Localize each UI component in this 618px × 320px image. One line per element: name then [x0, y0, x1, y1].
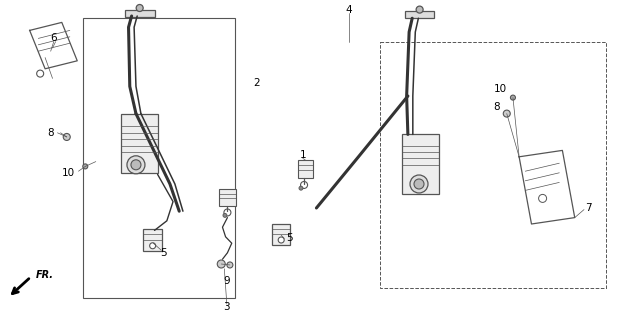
Text: 8: 8: [494, 102, 500, 112]
Bar: [121, 114, 158, 173]
Bar: [298, 160, 313, 178]
Bar: [405, 11, 434, 18]
Circle shape: [410, 175, 428, 193]
Circle shape: [300, 181, 308, 188]
Circle shape: [299, 186, 303, 190]
Text: 5: 5: [286, 233, 292, 244]
Circle shape: [414, 179, 424, 189]
Bar: [143, 229, 162, 251]
Circle shape: [416, 6, 423, 13]
Bar: [402, 134, 439, 194]
Circle shape: [63, 133, 70, 140]
Circle shape: [83, 164, 88, 169]
Circle shape: [36, 70, 44, 77]
Bar: [125, 10, 154, 17]
Text: 2: 2: [253, 78, 260, 88]
Text: 3: 3: [224, 302, 230, 312]
Circle shape: [150, 243, 156, 249]
Text: 8: 8: [48, 128, 54, 138]
Text: 4: 4: [346, 5, 352, 15]
Circle shape: [227, 262, 233, 268]
Text: 5: 5: [161, 248, 167, 258]
Text: 6: 6: [51, 33, 57, 44]
Circle shape: [539, 194, 546, 203]
Circle shape: [136, 4, 143, 12]
Text: 10: 10: [494, 84, 507, 94]
Text: 10: 10: [61, 168, 75, 178]
Bar: [380, 42, 606, 288]
Circle shape: [223, 213, 227, 217]
Circle shape: [218, 260, 225, 268]
Circle shape: [278, 237, 284, 243]
Text: 9: 9: [224, 276, 230, 286]
Circle shape: [510, 95, 515, 100]
Bar: [83, 18, 235, 298]
Circle shape: [127, 156, 145, 174]
Circle shape: [503, 110, 510, 117]
Bar: [219, 189, 236, 206]
Text: 1: 1: [300, 150, 306, 160]
Text: 7: 7: [585, 203, 591, 213]
Bar: [272, 224, 290, 245]
Text: FR.: FR.: [36, 270, 54, 280]
Circle shape: [224, 209, 231, 216]
Circle shape: [131, 160, 141, 170]
